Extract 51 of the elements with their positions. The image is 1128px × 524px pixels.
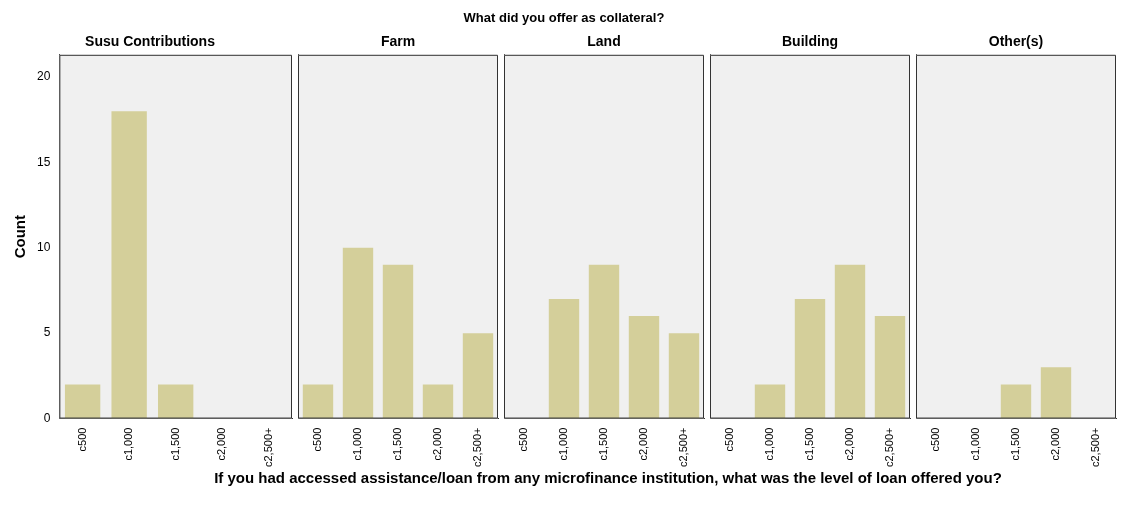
x-tick-label: c1,500 (1009, 427, 1022, 461)
bar (342, 247, 374, 419)
chart-title: Susu Contributions (85, 33, 216, 50)
x-tick-label: c2,500+ (677, 427, 690, 467)
chart-title: Farm (380, 33, 416, 50)
bar (794, 299, 826, 419)
x-tick-label: c1,000 (557, 427, 570, 461)
x-tick-label: c1,500 (391, 427, 404, 461)
x-tick-label: c1,000 (969, 427, 982, 461)
bar (754, 384, 786, 419)
bar (588, 264, 620, 419)
x-tick-label: c1,000 (763, 427, 776, 461)
x-tick-label: c1,000 (351, 427, 364, 461)
chart-title: Land (587, 33, 621, 50)
y-tick-label: 10 (36, 240, 51, 255)
bar (548, 299, 580, 419)
y-tick-label: 0 (43, 410, 51, 425)
bar (874, 316, 906, 419)
x-tick-label: c2,000 (637, 427, 650, 461)
x-tick-label: c1,500 (168, 427, 181, 461)
x-tick-label: c1,500 (597, 427, 610, 461)
x-tick-label: c2,000 (843, 427, 856, 461)
chart-title: Other(s) (988, 33, 1044, 50)
bar (834, 264, 866, 419)
chart-title: Building (782, 33, 838, 50)
text: What did you offer as collateral? (462, 10, 666, 25)
x-tick-label: c500 (75, 427, 88, 452)
bar (422, 384, 454, 419)
y-tick-label: 5 (43, 325, 51, 340)
y-axis-title: Count (11, 215, 29, 259)
y-tick-label: 20 (36, 69, 51, 84)
x-tick-label: c2,000 (431, 427, 444, 461)
x-tick-label: c2,500+ (883, 427, 896, 467)
x-tick-label: c2,500+ (471, 427, 484, 467)
bar (668, 333, 700, 419)
x-tick-label: c500 (723, 427, 736, 452)
x-tick-label: c2,500+ (261, 427, 274, 467)
x-tick-label: c500 (929, 427, 942, 452)
x-tick-label: c500 (517, 427, 530, 452)
x-tick-label: c2,500+ (1089, 427, 1102, 467)
bar (302, 384, 334, 419)
bar (628, 316, 660, 419)
x-tick-label: c1,500 (803, 427, 816, 461)
bar (462, 333, 494, 419)
x-tick-label: c2,000 (1049, 427, 1062, 461)
y-tick-label: 15 (36, 154, 51, 169)
x-tick-label: c500 (311, 427, 324, 452)
text: If you had accessed assistance/loan from any microfinance institution, what was the level of loan offered you? (213, 469, 1003, 486)
bar (382, 264, 414, 419)
x-tick-label: c2,000 (215, 427, 228, 461)
x-tick-label: c1,000 (122, 427, 135, 461)
